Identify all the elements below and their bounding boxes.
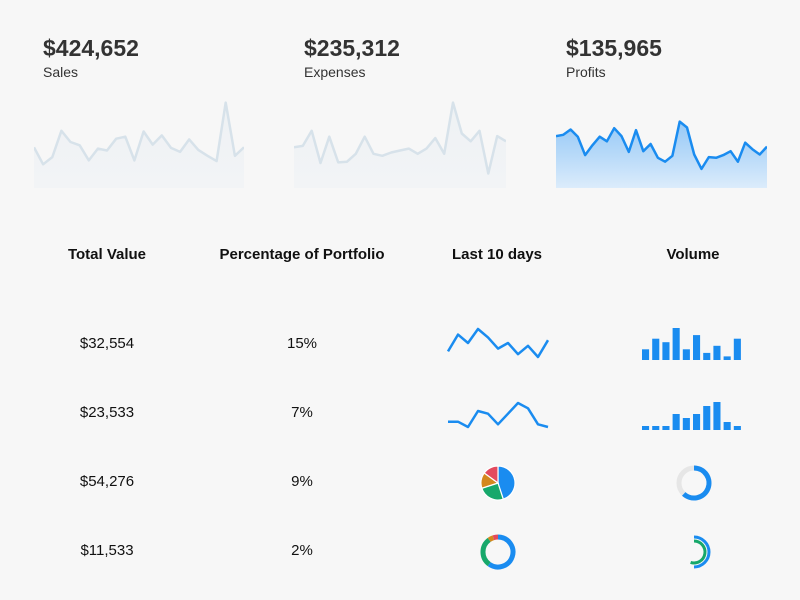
volume-bar (682, 418, 690, 430)
row4-volume-radial (690, 535, 711, 569)
sparkline-area (556, 121, 767, 188)
expenses-sparkline (294, 101, 506, 188)
row1-last10-line (446, 327, 550, 359)
row1-percent: 15% (286, 335, 318, 352)
volume-bar (652, 338, 660, 360)
row1-volume-bars (642, 328, 741, 360)
header-percentage: Percentage of Portfolio (219, 246, 385, 263)
profits-kpi: $135,965 Profits (566, 34, 778, 80)
donut-slice (492, 534, 499, 541)
sparkline-line (34, 101, 244, 166)
sparkline-area (294, 102, 506, 188)
radial-arc (690, 539, 707, 565)
volume-bar (682, 349, 690, 360)
profits-value: $135,965 (566, 35, 662, 61)
radial-arc (693, 535, 711, 569)
volume-bar (713, 345, 721, 360)
row3-volume-donut (676, 465, 712, 501)
profits-label: Profits (566, 64, 606, 80)
volume-bar (693, 414, 701, 430)
volume-bar (642, 426, 650, 430)
row2-total: $23,533 (79, 404, 135, 421)
volume-bar (733, 338, 741, 360)
volume-bar (733, 426, 741, 430)
pie-slice (483, 465, 499, 485)
sales-kpi: $424,652 Sales (43, 34, 255, 80)
donut-slice (487, 535, 495, 542)
donut-slice (487, 534, 516, 570)
volume-bar (713, 402, 721, 430)
volume-bar (662, 342, 670, 360)
expenses-value: $235,312 (304, 35, 400, 61)
volume-bar (703, 352, 711, 360)
volume-bar (723, 422, 731, 430)
volume-bar (703, 406, 711, 430)
sparkline-line (294, 101, 506, 175)
row4-total: $11,533 (80, 542, 134, 559)
expenses-label: Expenses (304, 64, 366, 80)
row3-last10-pie (480, 465, 516, 501)
row2-volume-bars (642, 402, 741, 430)
sparkline-line (556, 120, 767, 171)
row1-total: $32,554 (79, 335, 135, 352)
row4-last10-donut (480, 534, 516, 570)
row2-percent: 7% (291, 404, 313, 421)
donut-value (682, 465, 712, 501)
header-last-10-days: Last 10 days (451, 246, 543, 263)
mini-line (448, 401, 549, 429)
expenses-kpi: $235,312 Expenses (304, 34, 516, 80)
sales-sparkline (34, 101, 244, 188)
mini-line (446, 327, 550, 359)
donut-slice (480, 537, 491, 567)
volume-bar (693, 335, 701, 360)
volume-bar (642, 349, 650, 360)
volume-bar (672, 328, 680, 360)
volume-bar (723, 356, 731, 360)
sales-label: Sales (43, 64, 79, 80)
volume-bar (662, 426, 670, 430)
row2-last10-line (448, 401, 549, 429)
row3-percent: 9% (291, 473, 313, 490)
profits-sparkline (556, 120, 767, 188)
pie-slice (497, 465, 516, 500)
sparkline-area (34, 102, 244, 188)
header-total-value: Total Value (67, 246, 147, 263)
sales-value: $424,652 (43, 35, 139, 61)
volume-bar (652, 426, 660, 430)
row4-percent: 2% (291, 542, 313, 559)
header-volume: Volume (666, 246, 720, 263)
row3-total: $54,276 (79, 473, 135, 490)
volume-bar (672, 414, 680, 430)
